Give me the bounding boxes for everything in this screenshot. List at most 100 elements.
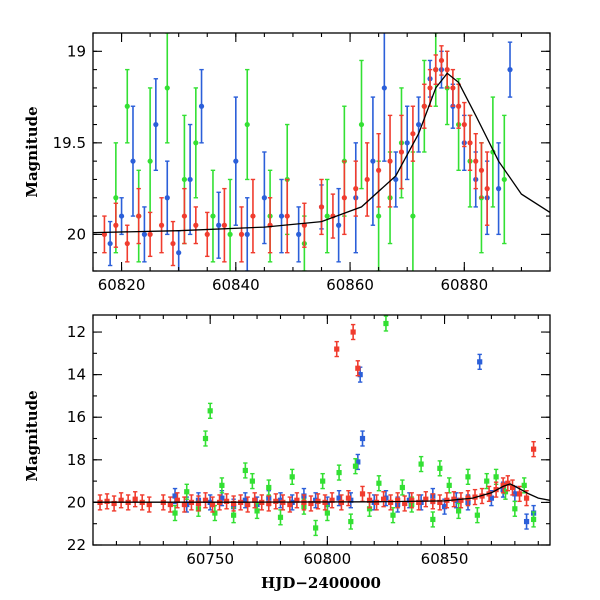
bottom-data-point — [366, 497, 373, 503]
bottom-model-curve — [93, 483, 550, 503]
top-data-point — [438, 57, 445, 64]
top-data-point — [244, 121, 250, 128]
top-data-point — [210, 213, 216, 219]
bottom-data-point — [456, 508, 462, 514]
bottom-data-point — [521, 482, 527, 488]
bottom-data-point — [266, 500, 272, 507]
bottom-data-point — [181, 501, 187, 508]
bottom-data-point — [493, 474, 499, 480]
bottom-data-point — [249, 478, 255, 484]
top-data-point — [147, 158, 153, 164]
bottom-ticks — [92, 315, 550, 546]
top-data-point — [507, 67, 513, 73]
top-data-point — [261, 195, 267, 201]
bottom-data-point — [231, 500, 237, 507]
bottom-data-point — [324, 510, 330, 516]
bottom-data-point — [132, 496, 138, 502]
bottom-data-point — [430, 516, 436, 523]
top-data-point — [158, 222, 165, 228]
bottom-data-point — [512, 491, 518, 497]
top-data-point — [113, 222, 119, 228]
top-data-point — [444, 67, 450, 73]
top-x-tick-label: 60860 — [326, 276, 374, 294]
bottom-data-point — [530, 446, 537, 452]
bottom-data-point — [388, 499, 394, 506]
bottom-data-point — [437, 499, 443, 506]
top-data-point — [416, 121, 422, 128]
bottom-data-point — [345, 495, 352, 501]
bottom-data-point — [266, 484, 272, 491]
bottom-data-point — [219, 495, 225, 501]
top-data-point — [187, 176, 193, 183]
top-data-point — [136, 213, 142, 219]
bottom-data-point — [223, 498, 230, 504]
bottom-data-point — [357, 372, 363, 378]
bottom-data-point — [277, 514, 284, 520]
bottom-y-axis-label: Magnitude — [23, 390, 41, 481]
top-data-point — [324, 213, 330, 219]
bottom-data-point — [465, 474, 471, 480]
top-data-point — [147, 231, 153, 237]
top-data-point — [358, 121, 365, 128]
bottom-data-point — [402, 500, 408, 507]
bottom-data-point — [273, 498, 279, 504]
top-data-point — [250, 213, 256, 219]
bottom-data-point — [184, 489, 190, 495]
bottom-y-tick-label: 16 — [67, 408, 86, 426]
top-data-point — [227, 231, 233, 237]
bottom-data-point — [172, 510, 178, 516]
bottom-x-tick-label: 60750 — [186, 550, 234, 568]
top-data-point — [284, 213, 290, 219]
top-data-point — [153, 121, 159, 128]
bottom-data-point — [530, 516, 537, 523]
bottom-data-point — [418, 461, 424, 467]
top-data-point — [124, 103, 130, 109]
bottom-data-point — [334, 346, 340, 352]
top-data-point — [370, 158, 376, 164]
top-x-tick-label: 60840 — [212, 276, 260, 294]
bottom-data-point — [146, 501, 152, 508]
bottom-data-point — [437, 465, 443, 471]
bottom-data-point — [505, 480, 511, 486]
bottom-data-point — [395, 497, 401, 503]
bottom-data-point — [383, 320, 389, 327]
top-data-point — [336, 222, 342, 228]
bottom-data-point — [352, 463, 359, 469]
top-data-point — [404, 140, 410, 146]
top-x-tick-label: 60880 — [440, 276, 488, 294]
bottom-data-point — [390, 512, 396, 518]
bottom-data-point — [381, 496, 387, 502]
top-data-point — [204, 231, 210, 237]
top-data-point — [170, 240, 176, 247]
top-data-point — [393, 176, 399, 183]
bottom-data-point — [252, 497, 258, 503]
bottom-data-point — [484, 478, 490, 484]
bottom-x-tick-label: 60850 — [421, 550, 469, 568]
bottom-data-point — [336, 495, 342, 501]
bottom-data-point — [111, 500, 117, 507]
top-data-point — [233, 158, 239, 164]
bottom-data-point — [523, 518, 530, 525]
top-data-point — [296, 231, 302, 237]
bottom-plot-area — [93, 315, 550, 537]
bottom-data-point — [477, 359, 483, 365]
bottom-data-point — [523, 495, 530, 501]
bottom-y-tick-label: 14 — [67, 366, 86, 384]
top-data-point — [198, 103, 205, 109]
top-y-tick-label: 19.5 — [53, 134, 86, 152]
bottom-x-axis-label: HJD−2400000 — [261, 574, 381, 592]
top-data-point — [398, 149, 405, 155]
top-series-2 — [101, 45, 490, 267]
bottom-data-point — [212, 510, 218, 516]
bottom-data-point — [399, 484, 405, 491]
bottom-data-point — [254, 508, 260, 514]
bottom-data-point — [195, 500, 202, 507]
bottom-data-point — [451, 496, 457, 502]
bottom-data-point — [416, 499, 422, 506]
bottom-data-point — [488, 495, 495, 501]
bottom-data-point — [313, 525, 319, 531]
bottom-data-point — [202, 497, 209, 503]
top-data-point — [495, 186, 502, 192]
top-data-point — [467, 140, 473, 146]
